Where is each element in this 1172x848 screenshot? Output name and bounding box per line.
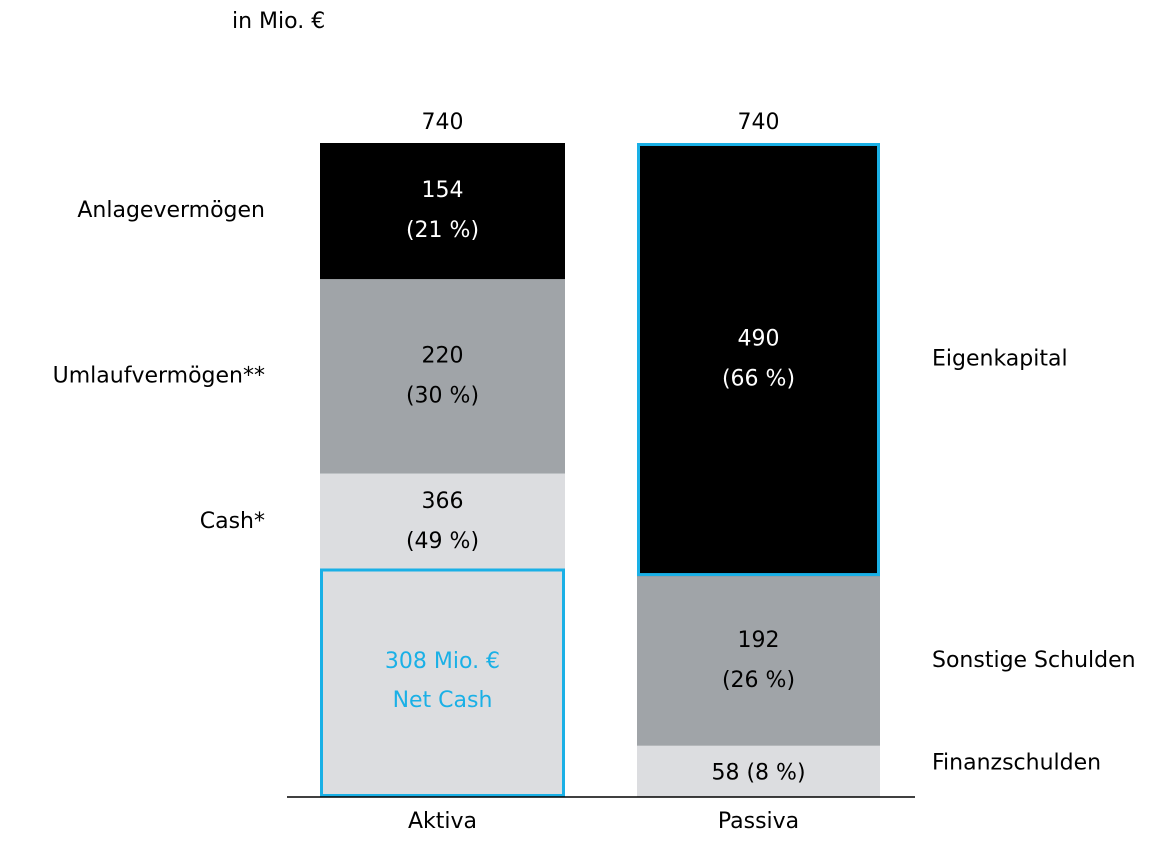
x-tick-label: Aktiva [408, 809, 477, 834]
share-label: (49 %) [406, 529, 479, 554]
bar-segment [637, 576, 880, 746]
bar-segment [637, 143, 880, 577]
segment-name: Umlaufvermögen** [53, 363, 265, 388]
share-label: (66 %) [722, 367, 795, 392]
bar-segment [320, 143, 565, 280]
bar-segment [320, 473, 565, 797]
bar-segment [320, 279, 565, 474]
chart-subtitle: in Mio. € [232, 9, 325, 34]
net-cash-box [320, 568, 565, 797]
share-label: (21 %) [406, 218, 479, 243]
value-label: 192 [738, 628, 780, 653]
bar-total: 740 [422, 110, 464, 135]
segment-name: Cash* [200, 509, 265, 534]
share-label: (26 %) [722, 668, 795, 693]
value-label: 58 (8 %) [711, 760, 805, 785]
share-label: (30 %) [406, 383, 479, 408]
highlight-border [637, 143, 880, 577]
value-number: 58 [711, 760, 739, 785]
value-label: 154 [422, 178, 464, 203]
annotation-label: 308 Mio. € [385, 649, 500, 674]
segment-name: Sonstige Schulden [932, 648, 1136, 673]
segment-name: Finanzschulden [932, 750, 1101, 775]
value-label: 490 [738, 327, 780, 352]
value-label: 220 [422, 343, 464, 368]
x-tick-label: Passiva [718, 809, 799, 834]
segment-name: Anlagevermögen [77, 198, 265, 223]
bar-segment [637, 745, 880, 797]
bar-total: 740 [738, 110, 780, 135]
value-label: 366 [422, 489, 464, 514]
annotation-text: Net Cash [393, 688, 493, 713]
segment-name: Eigenkapital [932, 347, 1068, 372]
share-label: (8 %) [746, 760, 805, 785]
